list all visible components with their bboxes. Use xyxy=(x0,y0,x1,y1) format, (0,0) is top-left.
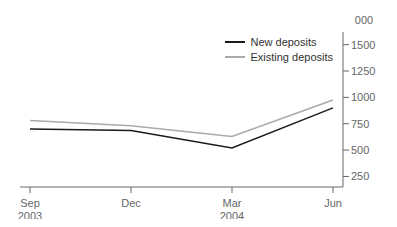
html-text:New deposits: New deposits xyxy=(250,36,317,48)
svg-text:500: 500 xyxy=(351,144,369,156)
svg-text:Dec: Dec xyxy=(121,197,141,209)
html-text:Existing deposits: Existing deposits xyxy=(250,51,333,63)
svg-text:Jun: Jun xyxy=(324,197,342,209)
svg-text:1000: 1000 xyxy=(351,91,375,103)
svg-text:000: 000 xyxy=(355,14,373,26)
svg-text:Sep2003: Sep2003 xyxy=(18,197,42,219)
svg-text:Mar2004: Mar2004 xyxy=(220,197,244,219)
svg-text:750: 750 xyxy=(351,118,369,130)
svg-text:1500: 1500 xyxy=(351,39,375,51)
svg-text:250: 250 xyxy=(351,170,369,182)
svg-text:1250: 1250 xyxy=(351,65,375,77)
